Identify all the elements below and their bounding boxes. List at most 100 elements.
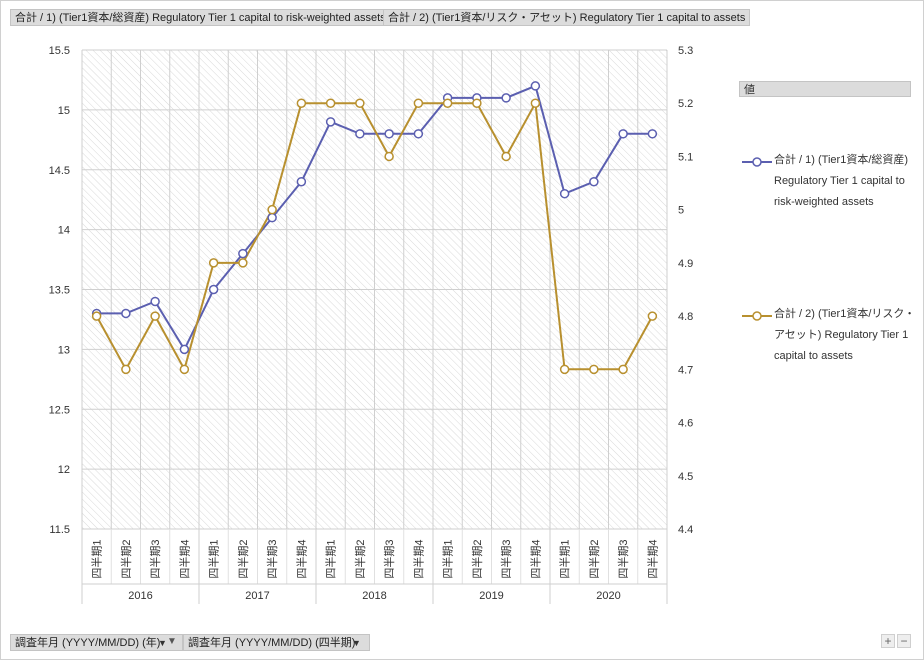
series-2-point[interactable]: [647, 311, 658, 321]
series-2-point[interactable]: [121, 364, 131, 375]
x-quarter-label: 四半期2: [470, 539, 484, 578]
dropdown-arrow-icon[interactable]: ▼: [352, 638, 361, 648]
series-1-point[interactable]: [121, 308, 131, 319]
series-2-point[interactable]: [618, 364, 628, 375]
x-quarter-label: 四半期2: [236, 539, 250, 578]
axis-field-button-year[interactable]: 調査年月 (YYYY/MM/DD) (年): [10, 634, 184, 651]
y-left-tick-label: 15: [58, 105, 70, 117]
x-quarter-label: 四半期2: [119, 539, 133, 578]
x-quarter-label: 四半期4: [294, 539, 308, 578]
series-2-point[interactable]: [589, 364, 599, 375]
y-right-tick-label: 4.4: [678, 524, 693, 536]
series-2-point[interactable]: [91, 311, 102, 321]
y-right-tick-label: 5.3: [678, 45, 693, 57]
series-1-point[interactable]: [208, 284, 219, 295]
y-left-tick-label: 13.5: [49, 285, 70, 297]
x-year-label: 2020: [596, 590, 620, 602]
y-left-tick-label: 14: [58, 225, 70, 237]
x-quarter-label: 四半期4: [645, 539, 659, 578]
legend-label-2: 合計 / 2) (Tier1資本/リスク・アセット) Regulatory Ti…: [774, 308, 916, 362]
x-quarter-label: 四半期3: [382, 539, 396, 578]
value-field-button-1[interactable]: 合計 / 1) (Tier1資本/総資産) Regulatory Tier 1 …: [10, 9, 391, 26]
filter-icon[interactable]: ▼: [167, 636, 177, 647]
y-left-tick-label: 12: [58, 464, 70, 476]
y-right-tick-label: 5.1: [678, 151, 693, 163]
axis-field-label-year: 調査年月 (YYYY/MM/DD) (年): [15, 637, 161, 649]
series-2-point[interactable]: [355, 98, 365, 108]
series-2-point[interactable]: [296, 98, 307, 108]
series-2-point[interactable]: [442, 98, 453, 108]
axis-field-button-quarter[interactable]: 調査年月 (YYYY/MM/DD) (四半期): [183, 634, 371, 651]
series-line-1: [96, 84, 653, 352]
series-1-point[interactable]: [267, 212, 277, 223]
axis-field-label-quarter: 調査年月 (YYYY/MM/DD) (四半期): [188, 637, 356, 649]
x-quarter-label: 四半期4: [177, 539, 191, 578]
y-right-tick-label: 4.5: [678, 471, 693, 483]
y-left-tick-label: 13: [58, 344, 70, 356]
series-2-point[interactable]: [179, 364, 190, 375]
series-1-point[interactable]: [384, 129, 394, 139]
series-1-point[interactable]: [647, 129, 658, 139]
x-year-label: 2019: [479, 590, 503, 602]
y-right-tick-label: 5.2: [678, 98, 693, 110]
legend-label-1: 合計 / 1) (Tier1資本/総資産) Regulatory Tier 1 …: [774, 154, 909, 208]
x-quarter-label: 四半期3: [616, 539, 630, 578]
series-2-point[interactable]: [559, 364, 570, 375]
series-1-point[interactable]: [501, 93, 511, 103]
x-year-label: 2016: [128, 590, 152, 602]
series-1-point[interactable]: [325, 117, 336, 127]
x-quarter-label: 四半期1: [558, 539, 572, 578]
x-year-label: 2017: [245, 590, 269, 602]
x-quarter-label: 四半期3: [265, 539, 279, 578]
x-quarter-label: 四半期1: [207, 539, 221, 578]
value-field-button-2[interactable]: 合計 / 2) (Tier1資本/リスク・アセット) Regulatory Ti…: [383, 9, 751, 26]
zoom-out-button[interactable]: −: [897, 634, 911, 648]
series-2-point[interactable]: [384, 151, 394, 162]
y-right-tick-label: 4.7: [678, 364, 693, 376]
series-1-point[interactable]: [355, 129, 365, 139]
y-left-tick-label: 14.5: [49, 165, 70, 177]
y-left-tick-label: 12.5: [49, 404, 70, 416]
y-left-tick-label: 11.5: [49, 524, 70, 536]
series-1-point[interactable]: [179, 344, 190, 355]
series-1-point[interactable]: [530, 81, 541, 91]
series-2-point[interactable]: [267, 204, 277, 215]
series-2-point[interactable]: [150, 311, 160, 321]
legend-swatch-2: [742, 311, 772, 321]
x-quarter-label: 四半期3: [499, 539, 513, 578]
series-2-point[interactable]: [472, 98, 482, 108]
series-1-point[interactable]: [296, 176, 307, 187]
x-quarter-label: 四半期1: [441, 539, 455, 578]
y-left-tick-label: 15.5: [49, 45, 70, 57]
series-2-point[interactable]: [238, 258, 248, 268]
x-quarter-label: 四半期1: [90, 539, 104, 578]
series-1-point[interactable]: [413, 129, 424, 139]
series-1-point[interactable]: [589, 176, 599, 187]
series-1-point[interactable]: [559, 188, 570, 199]
series-line-2: [95, 99, 654, 372]
y-right-tick-label: 4.8: [678, 311, 693, 323]
series-2-point[interactable]: [501, 151, 511, 162]
series-1-point[interactable]: [618, 129, 628, 139]
x-quarter-label: 四半期1: [324, 539, 338, 578]
x-quarter-label: 四半期2: [353, 539, 367, 578]
x-quarter-label: 四半期2: [587, 539, 601, 578]
series-2-point[interactable]: [325, 98, 336, 108]
y-right-tick-label: 5: [678, 205, 684, 217]
series-1-point[interactable]: [238, 248, 248, 259]
series-2-point[interactable]: [530, 98, 541, 108]
x-quarter-label: 四半期3: [148, 539, 162, 578]
x-quarter-label: 四半期4: [528, 539, 542, 578]
series-2-point[interactable]: [413, 98, 424, 108]
y-right-tick-label: 4.9: [678, 258, 693, 270]
legend-swatch-1: [742, 157, 772, 167]
series-2-point[interactable]: [208, 258, 219, 268]
series-1-point[interactable]: [150, 296, 160, 307]
x-quarter-label: 四半期4: [411, 539, 425, 578]
x-year-label: 2018: [362, 590, 386, 602]
legend-header[interactable]: 値: [739, 81, 911, 97]
zoom-in-button[interactable]: +: [881, 634, 895, 648]
dropdown-arrow-icon[interactable]: ▼: [158, 638, 167, 648]
y-right-tick-label: 4.6: [678, 418, 693, 430]
